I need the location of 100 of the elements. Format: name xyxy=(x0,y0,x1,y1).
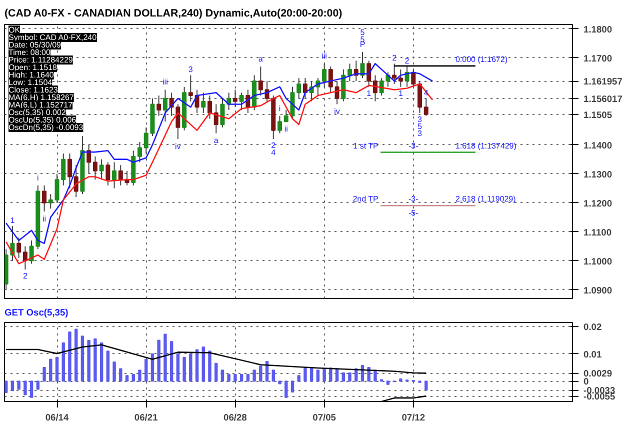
y-tick-label: 0.01 xyxy=(584,349,602,360)
candlestick xyxy=(296,78,302,99)
bar xyxy=(4,380,8,394)
annotation: 5 xyxy=(360,28,366,38)
annotation: 3 xyxy=(418,114,423,124)
y-tick-label: 1.0900 xyxy=(584,285,612,296)
candlestick xyxy=(61,153,66,186)
bar xyxy=(112,362,116,382)
bar xyxy=(240,374,244,382)
bar xyxy=(182,356,186,382)
candlestick xyxy=(379,78,384,96)
annotation: -3- xyxy=(408,194,419,204)
bar xyxy=(30,380,34,398)
bar xyxy=(189,353,192,382)
annotation: 1 xyxy=(10,216,16,226)
bar xyxy=(342,372,346,382)
bar xyxy=(195,349,199,382)
bar xyxy=(106,350,110,382)
bar xyxy=(94,338,97,382)
bar xyxy=(55,356,59,382)
bar xyxy=(259,366,262,382)
y-tick-label: 1.161957 xyxy=(584,76,622,87)
bar xyxy=(386,380,390,385)
candlestick xyxy=(398,68,403,88)
candlestick xyxy=(92,156,98,180)
bar xyxy=(62,342,65,382)
annotation: Date: 05/30/09 xyxy=(8,40,62,50)
y-tick-label: 0.02 xyxy=(584,322,602,332)
bar xyxy=(42,366,46,382)
candlestick xyxy=(341,68,346,102)
y-tick-label: 1.1300 xyxy=(584,169,612,180)
candlestick xyxy=(424,98,428,116)
annotation: P xyxy=(360,40,366,50)
bar xyxy=(208,350,212,382)
annotation: 2 xyxy=(271,141,276,150)
annotation: Symbol: CAD A0-FX,240 xyxy=(8,33,98,42)
annotation: 3 xyxy=(188,65,194,74)
bar xyxy=(399,378,402,382)
bar xyxy=(17,380,20,390)
annotation: a xyxy=(258,54,264,64)
annotation: 5 xyxy=(418,122,423,131)
candlestick xyxy=(322,63,327,88)
candlestick xyxy=(239,92,244,111)
y-tick-label: 1.1505 xyxy=(584,110,612,120)
y-tick-label: 0 xyxy=(584,376,589,387)
bar xyxy=(329,367,332,382)
annotation: ii xyxy=(284,124,288,134)
candlestick xyxy=(328,66,333,94)
x-tick-label: 06/28 xyxy=(224,412,247,422)
bar xyxy=(304,367,307,382)
candlestick xyxy=(411,68,416,88)
bar xyxy=(125,375,129,382)
annotation: 2 xyxy=(404,56,410,66)
annotation: 2.618 (1.119029) xyxy=(455,194,516,204)
candlestick xyxy=(112,162,117,189)
candlestick xyxy=(48,194,53,210)
annotation: 2 xyxy=(22,272,28,281)
chart-title: (CAD A0-FX - CANADIAN DOLLAR,240) Dynamic,Auto(20:00-20:00) xyxy=(4,8,343,20)
candlestick xyxy=(54,173,60,204)
bar xyxy=(80,336,84,382)
annotation: 4 xyxy=(271,148,276,158)
candlestick xyxy=(392,63,397,84)
annotation: -3- xyxy=(408,141,419,150)
bar xyxy=(290,380,294,392)
annotation: i xyxy=(278,104,281,113)
y-tick-label: 1.156017 xyxy=(584,94,622,104)
chart-title: GET Osc(5,35) xyxy=(4,308,68,318)
annotation: MA(6,L) 1.152717 xyxy=(8,100,74,110)
candlestick xyxy=(284,110,288,122)
annotation: iii xyxy=(162,78,168,87)
annotation: Low: 1.1504 xyxy=(8,78,53,87)
candlestick xyxy=(188,74,193,102)
bar xyxy=(10,380,14,392)
candlestick xyxy=(348,63,352,82)
bar xyxy=(322,368,326,382)
y-tick-label: 1.1400 xyxy=(584,140,612,150)
candlestick xyxy=(290,86,295,120)
bar xyxy=(227,374,230,382)
y-tick-label: 1.1000 xyxy=(584,256,612,266)
bar xyxy=(252,370,256,382)
x-tick-label: 07/12 xyxy=(402,412,426,422)
candlestick xyxy=(67,153,72,189)
annotation: 3 xyxy=(418,128,423,138)
bar xyxy=(157,340,160,382)
bar xyxy=(36,380,40,390)
candlestick xyxy=(232,89,238,108)
annotation: a xyxy=(214,136,219,146)
candlestick xyxy=(278,115,282,134)
annotation: 1 xyxy=(366,88,372,98)
bar xyxy=(24,380,27,396)
bar xyxy=(132,374,135,382)
candlestick xyxy=(118,164,123,186)
candlestick xyxy=(201,92,206,114)
bar xyxy=(272,370,275,382)
candlestick xyxy=(99,158,104,180)
annotation: 1 xyxy=(398,88,404,98)
bar xyxy=(164,334,167,382)
annotation: Price: 1.11284229 xyxy=(8,56,74,64)
bar xyxy=(176,353,180,382)
candlestick xyxy=(156,95,162,116)
